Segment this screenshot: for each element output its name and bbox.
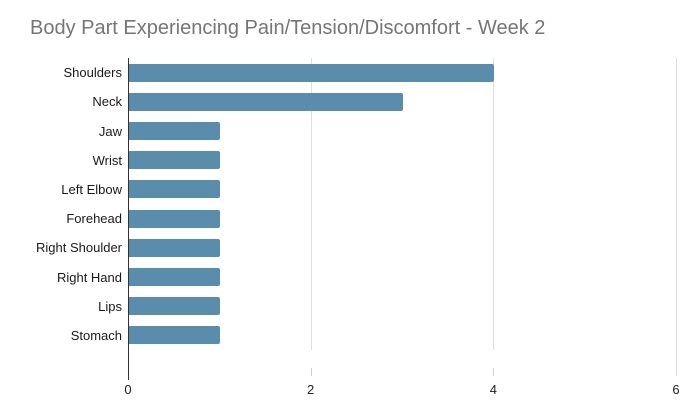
category-label: Forehead: [66, 211, 122, 227]
gridline-4: [493, 58, 495, 350]
y-axis-baseline: [128, 58, 129, 380]
x-tick-label-0: 0: [124, 382, 132, 397]
bar: [129, 92, 403, 111]
x-tick-mark-4: [493, 368, 495, 376]
x-tick-mark-2: [310, 368, 312, 376]
bar: [129, 268, 221, 286]
bar: [129, 151, 221, 170]
chart-title: Body Part Experiencing Pain/Tension/Disc…: [30, 17, 546, 39]
category-label: Stomach: [70, 327, 122, 343]
bar: [129, 122, 221, 140]
gridline-6: [676, 58, 677, 376]
category-label: Left Elbow: [61, 181, 122, 197]
category-label: Shoulders: [63, 65, 122, 81]
x-tick-label-4: 4: [489, 382, 497, 397]
category-label: Right Hand: [56, 269, 122, 285]
gridline-2: [310, 58, 312, 350]
category-label: Wrist: [92, 152, 122, 168]
bar: [129, 238, 221, 257]
bar: [129, 326, 221, 345]
bar: [129, 180, 221, 199]
bar: [129, 209, 221, 228]
category-label: Right Shoulder: [36, 240, 122, 256]
category-label: Lips: [98, 298, 122, 314]
bar: [129, 297, 221, 316]
x-tick-label-2: 2: [307, 382, 315, 397]
category-label: Neck: [92, 94, 122, 110]
category-label: Jaw: [98, 123, 122, 139]
bar: [129, 63, 495, 82]
x-tick-label-6: 6: [672, 382, 680, 397]
